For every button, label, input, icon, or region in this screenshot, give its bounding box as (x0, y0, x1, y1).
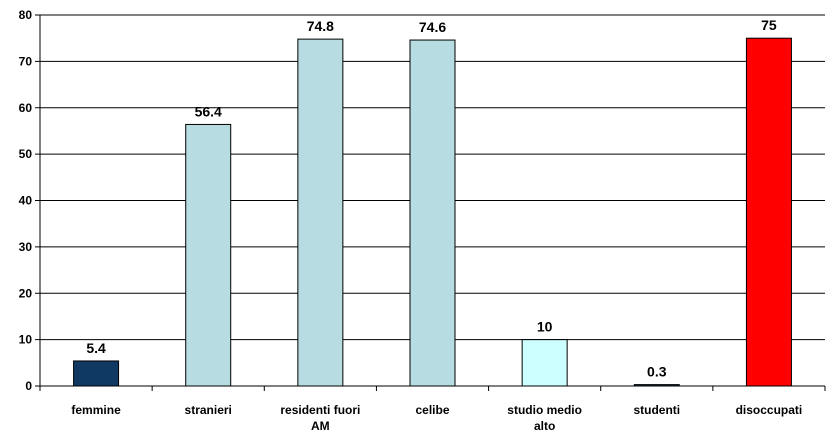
category-label-line: alto (534, 419, 555, 433)
bar-6 (745, 37, 792, 387)
category-label: femmine (71, 403, 121, 417)
bar-1 (185, 123, 232, 387)
bar-3 (409, 39, 456, 387)
y-axis-ticks: 0 10 20 30 40 50 60 70 80 (19, 8, 40, 393)
category-label-line: femmine (71, 403, 121, 417)
y-tick-label: 10 (19, 333, 33, 347)
bar-2 (297, 38, 344, 387)
category-label-line: stranieri (185, 403, 232, 417)
category-label: disoccupati (736, 403, 803, 417)
data-label: 74.6 (419, 19, 446, 35)
category-label: celibe (415, 403, 449, 417)
category-label: studenti (633, 403, 680, 417)
data-labels: 5.4 56.4 74.8 74.6 10 0.3 75 (86, 17, 777, 379)
y-tick-label: 40 (19, 194, 33, 208)
data-label: 0.3 (647, 364, 667, 380)
category-label: residenti fuori AM (280, 403, 360, 433)
category-label-line: celibe (415, 403, 449, 417)
data-label: 5.4 (86, 340, 106, 356)
category-label-line: studio medio (507, 403, 582, 417)
x-axis-labels: femmine stranieri residenti fuori AM celibe s… (71, 403, 802, 433)
y-tick-label: 70 (19, 54, 33, 68)
y-tick-label: 60 (19, 101, 33, 115)
category-label-line: AM (311, 419, 330, 433)
data-label: 75 (761, 17, 777, 33)
bar-0 (73, 360, 120, 387)
data-label: 10 (537, 319, 553, 335)
y-tick-label: 0 (25, 379, 32, 393)
bars (73, 37, 792, 387)
y-tick-label: 50 (19, 147, 33, 161)
y-tick-label: 20 (19, 286, 33, 300)
category-label-line: residenti fuori (280, 403, 360, 417)
bar-4 (521, 339, 568, 387)
category-label: stranieri (185, 403, 232, 417)
category-label: studio medio alto (507, 403, 582, 433)
y-tick-label: 30 (19, 240, 33, 254)
category-label-line: disoccupati (736, 403, 803, 417)
y-tick-label: 80 (19, 8, 33, 22)
data-label: 74.8 (307, 18, 334, 34)
category-label-line: studenti (633, 403, 680, 417)
data-label: 56.4 (195, 103, 222, 119)
